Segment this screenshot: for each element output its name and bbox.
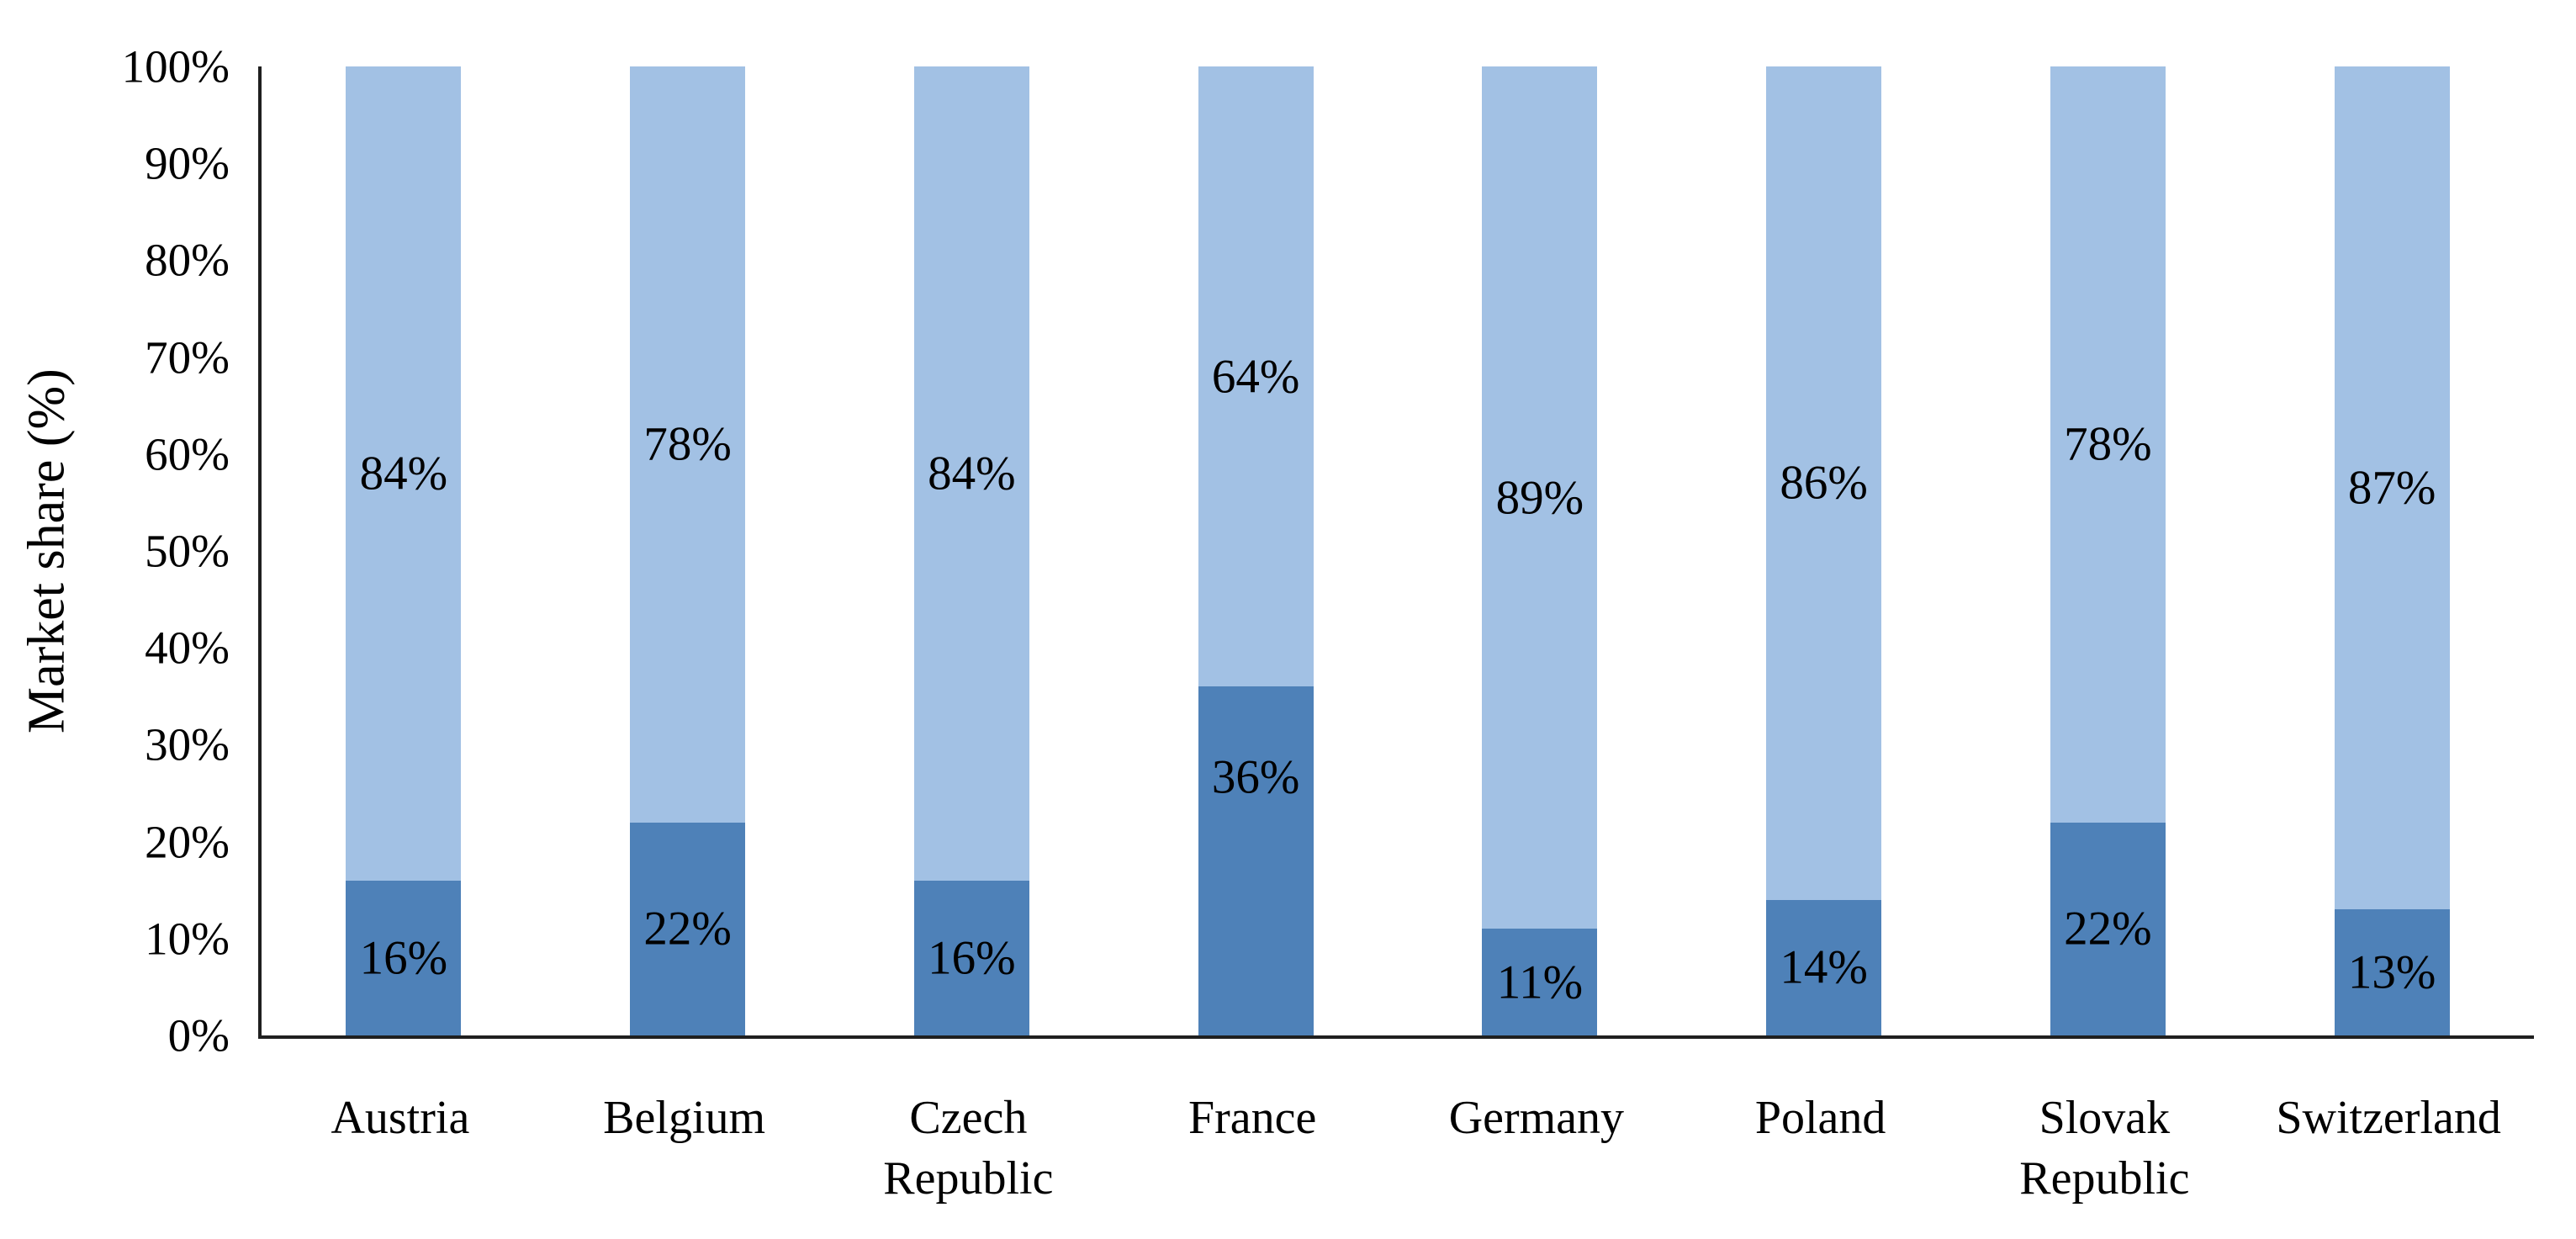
data-label-light-poland: 86%: [1780, 456, 1868, 510]
data-label-dark-switzerland: 13%: [2347, 945, 2436, 999]
x-axis-category-labels: Austria Belgium Czech Republic France Germany…: [258, 1039, 2531, 1209]
stacked-bar-slovak-republic: 78% 22%: [2050, 66, 2166, 1035]
segment-dark-austria: 16%: [346, 880, 462, 1035]
x-label-slovak-republic: Slovak Republic: [1963, 1039, 2247, 1209]
segment-light-france: 64%: [1198, 66, 1314, 687]
segment-dark-poland: 14%: [1766, 899, 1882, 1035]
data-label-dark-belgium: 22%: [643, 902, 732, 956]
segment-dark-belgium: 22%: [630, 822, 746, 1035]
stacked-bar-austria: 84% 16%: [346, 66, 462, 1035]
y-tick-label-70: 70%: [145, 331, 230, 384]
data-label-light-belgium: 78%: [643, 417, 732, 471]
data-label-dark-germany: 11%: [1496, 956, 1584, 1009]
x-label-line: Austria: [331, 1092, 470, 1144]
x-label-line: Germany: [1448, 1092, 1625, 1144]
segment-light-poland: 86%: [1766, 66, 1882, 900]
y-tick-label-80: 80%: [145, 234, 230, 286]
segment-dark-slovak-republic: 22%: [2050, 822, 2166, 1035]
segment-light-belgium: 78%: [630, 66, 746, 823]
y-tick-label-90: 90%: [145, 137, 230, 189]
x-label-austria: Austria: [258, 1039, 542, 1209]
y-tick-label-100: 100%: [121, 40, 230, 93]
data-label-light-germany: 89%: [1495, 471, 1584, 525]
data-label-light-slovak-republic: 78%: [2064, 417, 2152, 471]
x-label-belgium: Belgium: [542, 1039, 827, 1209]
x-label-poland: Poland: [1679, 1039, 1963, 1209]
y-tick-label-40: 40%: [145, 622, 230, 674]
segment-dark-france: 36%: [1198, 686, 1314, 1035]
segment-light-germany: 89%: [1482, 66, 1598, 929]
data-label-light-czech-republic: 84%: [928, 447, 1016, 500]
y-tick-label-20: 20%: [145, 816, 230, 868]
x-label-line: Republic: [883, 1152, 1054, 1205]
y-tick-label-30: 30%: [145, 718, 230, 770]
x-label-line: Poland: [1754, 1092, 1886, 1144]
data-label-dark-france: 36%: [1211, 750, 1300, 804]
segment-dark-switzerland: 13%: [2334, 909, 2450, 1035]
bar-group-belgium: 78% 22%: [546, 66, 830, 1035]
x-label-line: Belgium: [603, 1092, 766, 1144]
y-tick-label-0: 0%: [167, 1009, 230, 1062]
x-label-line: France: [1187, 1092, 1317, 1144]
data-label-dark-poland: 14%: [1780, 940, 1868, 994]
bar-group-france: 64% 36%: [1113, 66, 1398, 1035]
data-label-dark-slovak-republic: 22%: [2064, 902, 2152, 956]
data-label-light-switzerland: 87%: [2347, 461, 2436, 515]
bar-group-slovak-republic: 78% 22%: [1966, 66, 2251, 1035]
segment-light-slovak-republic: 78%: [2050, 66, 2166, 823]
x-label-france: France: [1110, 1039, 1394, 1209]
x-label-switzerland: Switzerland: [2246, 1039, 2531, 1209]
x-label-czech-republic: Czech Republic: [827, 1039, 1111, 1209]
stacked-bar-germany: 89% 11%: [1482, 66, 1598, 1035]
stacked-bar-france: 64% 36%: [1198, 66, 1314, 1035]
stacked-bar-switzerland: 87% 13%: [2334, 66, 2450, 1035]
data-label-light-france: 64%: [1211, 350, 1300, 404]
segment-light-switzerland: 87%: [2334, 66, 2450, 910]
y-tick-label-10: 10%: [145, 913, 230, 965]
x-label-line: Switzerland: [2276, 1092, 2501, 1144]
x-label-line: Czech: [909, 1092, 1028, 1144]
y-axis-tick-labels: 0% 10% 20% 30% 40% 50% 60% 70% 80% 90% 100%: [0, 41, 241, 1062]
stacked-bar-poland: 86% 14%: [1766, 66, 1882, 1035]
x-label-line: Slovak: [2039, 1092, 2171, 1144]
segment-light-czech-republic: 84%: [913, 66, 1029, 881]
x-label-line: Republic: [2019, 1152, 2190, 1205]
stacked-bar-belgium: 78% 22%: [630, 66, 746, 1035]
stacked-bar-czech-republic: 84% 16%: [913, 66, 1029, 1035]
data-label-dark-czech-republic: 16%: [928, 931, 1016, 985]
bar-group-czech-republic: 84% 16%: [830, 66, 1114, 1035]
y-tick-label-50: 50%: [145, 525, 230, 577]
bar-group-switzerland: 87% 13%: [2250, 66, 2534, 1035]
bar-group-poland: 86% 14%: [1682, 66, 1966, 1035]
segment-dark-germany: 11%: [1482, 929, 1598, 1035]
y-tick-label-60: 60%: [145, 428, 230, 480]
plot-area: 84% 16% 78% 22% 84% 16% 64% 36% 89% 11% 86% 14% 78% 2…: [258, 66, 2534, 1039]
data-label-light-austria: 84%: [359, 447, 448, 500]
data-label-dark-austria: 16%: [359, 931, 448, 985]
segment-dark-czech-republic: 16%: [913, 880, 1029, 1035]
x-label-germany: Germany: [1394, 1039, 1679, 1209]
segment-light-austria: 84%: [346, 66, 462, 881]
bar-group-austria: 84% 16%: [262, 66, 546, 1035]
bar-group-germany: 89% 11%: [1398, 66, 1682, 1035]
